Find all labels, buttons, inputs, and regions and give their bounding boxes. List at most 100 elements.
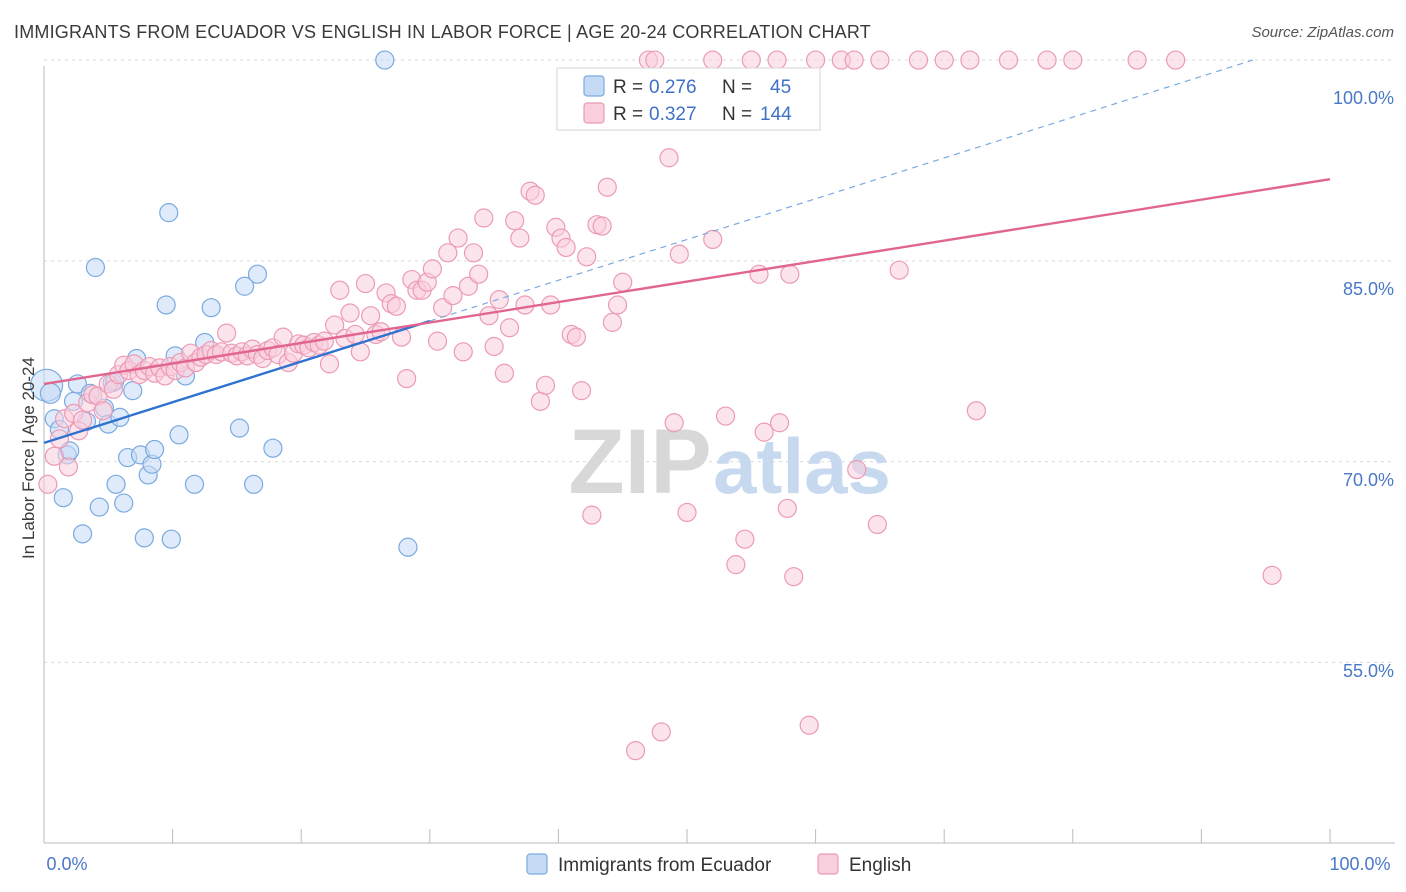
english-point-62 bbox=[355, 273, 376, 294]
english-point-148 bbox=[703, 50, 723, 70]
english-point-75 bbox=[422, 259, 442, 279]
english-point-126 bbox=[769, 413, 790, 433]
axes-layer bbox=[43, 66, 1395, 844]
ecuador-point-29 bbox=[159, 203, 179, 223]
english-point-130 bbox=[799, 715, 819, 735]
english-point-78 bbox=[438, 243, 458, 263]
stats-legend-r-label-blue: R = bbox=[613, 77, 643, 98]
trend-layer bbox=[43, 59, 1331, 444]
y-tick-label-85: 85.0% bbox=[1343, 279, 1394, 299]
ecuador-point-32 bbox=[169, 425, 189, 445]
ecuador-point-24 bbox=[134, 528, 154, 548]
english-point-136 bbox=[741, 50, 761, 70]
english-point-55 bbox=[319, 354, 340, 374]
x-tick-label-0: 0.0% bbox=[46, 854, 87, 874]
english-point-112 bbox=[613, 272, 633, 292]
english-point-87 bbox=[484, 336, 504, 357]
y-axis-title: In Labor Force | Age 20-24 bbox=[19, 357, 38, 559]
ecuador-point-17 bbox=[106, 474, 126, 494]
english-point-117 bbox=[664, 413, 684, 433]
stats-legend-r-label-pink: R = bbox=[613, 104, 643, 125]
english-point-141 bbox=[934, 50, 954, 70]
ecuador-point-1 bbox=[39, 382, 62, 404]
y-tick-label-70: 70.0% bbox=[1343, 470, 1394, 490]
series-legend-swatch-ecuador bbox=[526, 853, 548, 875]
english-point-35 bbox=[217, 323, 237, 343]
english-point-68 bbox=[386, 296, 406, 316]
english-point-70 bbox=[397, 368, 417, 389]
english-point-83 bbox=[463, 243, 484, 263]
english-point-133 bbox=[889, 260, 909, 280]
english-point-120 bbox=[703, 229, 723, 250]
stats-legend-swatch-pink bbox=[583, 102, 605, 124]
english-point-150 bbox=[844, 50, 864, 70]
series-legend: Immigrants from Ecuador English bbox=[526, 853, 911, 876]
ecuador-point-39 bbox=[244, 474, 264, 494]
english-point-105 bbox=[577, 247, 597, 267]
y-tick-label-100: 100.0% bbox=[1333, 88, 1394, 108]
english-point-149 bbox=[767, 50, 787, 70]
ecuador-point-41 bbox=[263, 438, 283, 458]
watermark: ZIP atlas bbox=[568, 411, 890, 513]
stats-legend-n-value-blue: 45 bbox=[770, 77, 791, 98]
english-point-0 bbox=[38, 474, 58, 494]
ecuador-point-30 bbox=[161, 529, 181, 549]
english-point-109 bbox=[597, 177, 617, 197]
ecuador-point-4 bbox=[53, 488, 73, 508]
english-point-84 bbox=[469, 264, 489, 284]
stats-legend-swatch-blue bbox=[583, 75, 605, 97]
english-point-111 bbox=[607, 295, 628, 315]
english-point-110 bbox=[602, 312, 623, 332]
english-point-95 bbox=[525, 185, 545, 205]
ecuador-point-40 bbox=[247, 264, 268, 284]
points-layer bbox=[29, 50, 1282, 761]
english-point-89 bbox=[494, 363, 514, 383]
ecuador-point-43 bbox=[398, 537, 418, 557]
english-trend-line bbox=[43, 178, 1331, 386]
english-point-122 bbox=[726, 555, 746, 575]
stats-legend: R = 0.276 N = 45 R = 0.327 N = 144 bbox=[556, 67, 821, 131]
english-point-76 bbox=[427, 331, 448, 351]
ecuador-point-18 bbox=[110, 407, 130, 428]
x-tick-label-100: 100.0% bbox=[1329, 854, 1390, 874]
english-point-4 bbox=[58, 457, 79, 477]
english-point-129 bbox=[784, 567, 804, 587]
english-point-131 bbox=[847, 460, 867, 480]
english-point-92 bbox=[510, 228, 530, 248]
y-tick-label-55: 55.0% bbox=[1343, 661, 1394, 681]
ecuador-point-19 bbox=[114, 493, 134, 513]
english-point-108 bbox=[592, 216, 612, 236]
english-point-97 bbox=[535, 375, 556, 395]
english-point-140 bbox=[908, 50, 929, 70]
english-point-139 bbox=[870, 50, 890, 70]
source-label: Source: ZipAtlas.com bbox=[1251, 24, 1394, 41]
english-point-7 bbox=[72, 410, 93, 430]
english-point-123 bbox=[735, 529, 755, 549]
ecuador-point-42 bbox=[375, 50, 395, 70]
english-point-96 bbox=[530, 391, 550, 411]
english-point-115 bbox=[651, 722, 671, 742]
stats-legend-r-value-blue: 0.276 bbox=[649, 77, 697, 98]
english-point-79 bbox=[443, 286, 463, 306]
english-point-106 bbox=[582, 505, 602, 525]
english-point-104 bbox=[571, 381, 592, 401]
watermark-zip: ZIP bbox=[568, 411, 711, 513]
english-point-91 bbox=[505, 211, 525, 231]
english-point-93 bbox=[515, 295, 535, 315]
english-point-59 bbox=[340, 303, 360, 323]
ecuador-point-38 bbox=[235, 276, 255, 296]
ecuador-trend-line bbox=[43, 319, 431, 444]
english-point-81 bbox=[453, 342, 473, 362]
english-point-56 bbox=[325, 315, 345, 335]
stats-legend-n-value-pink: 144 bbox=[760, 104, 792, 125]
english-point-128 bbox=[780, 264, 800, 284]
grid-layer bbox=[44, 59, 1395, 663]
english-point-127 bbox=[777, 498, 797, 519]
english-point-137 bbox=[805, 50, 826, 70]
ecuador-point-34 bbox=[184, 474, 205, 494]
english-point-11 bbox=[93, 401, 113, 421]
english-point-147 bbox=[1166, 50, 1186, 70]
ecuador-point-9 bbox=[72, 524, 93, 544]
english-point-119 bbox=[677, 502, 697, 523]
